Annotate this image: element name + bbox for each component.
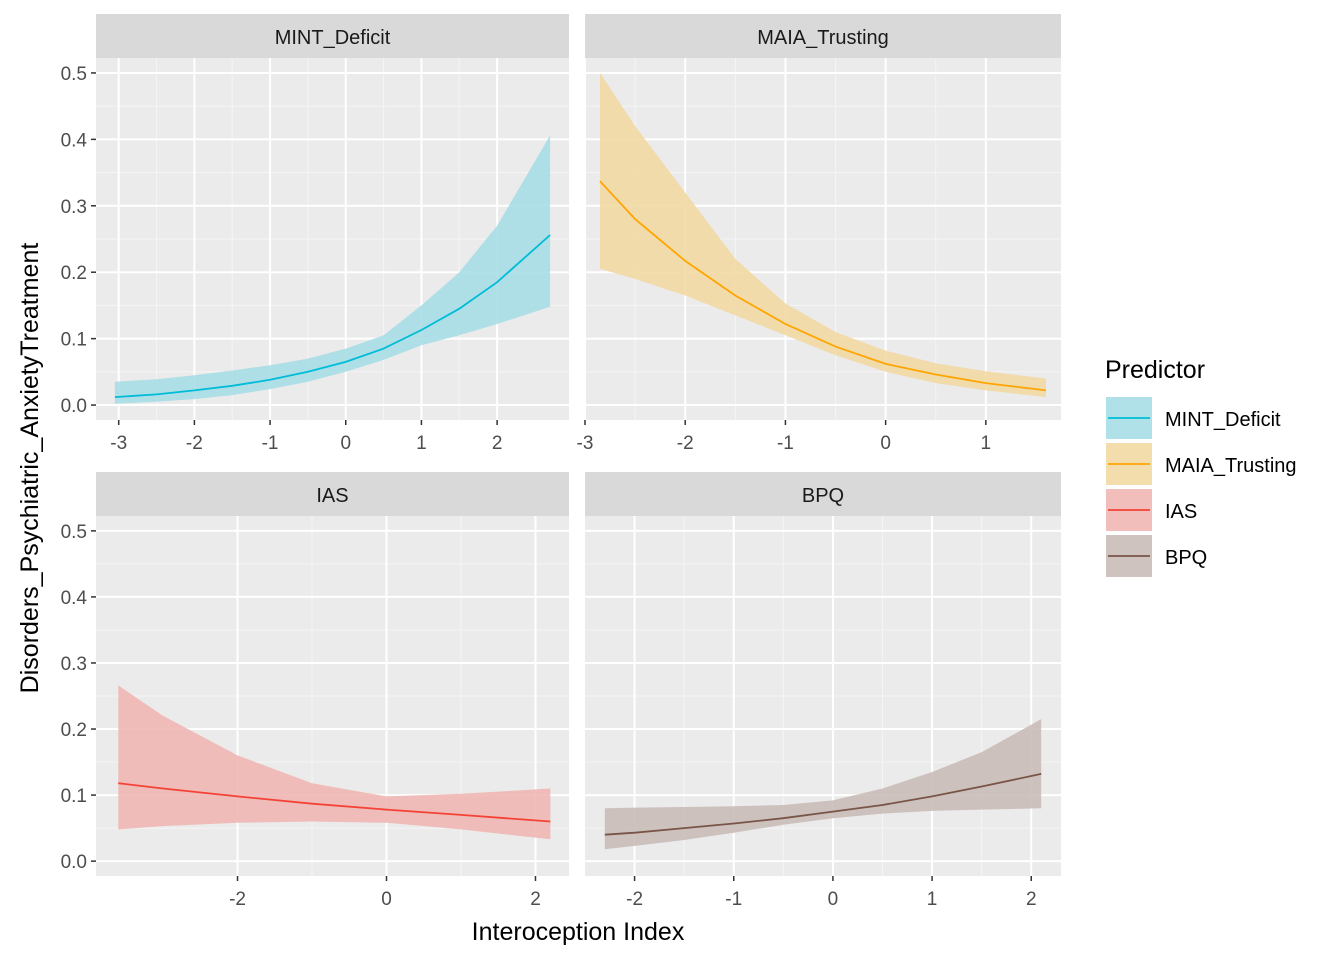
facet-strip-label: IAS (316, 485, 348, 507)
confidence-band (600, 72, 1046, 398)
x-tick-label: 0 (880, 433, 891, 454)
y-axis-title: Disorders_Psychiatric_AnxietyTreatment (16, 243, 44, 694)
panel-bpq: BPQ -2 -1 0 1 2 (585, 472, 1061, 910)
x-tick-label: 1 (416, 433, 427, 454)
y-tick-label: 0.5 (61, 64, 87, 85)
facet-strip (96, 472, 569, 516)
fitted-line (118, 782, 551, 823)
facet-strip (585, 472, 1061, 516)
fitted-line (604, 773, 1042, 836)
legend-item-ias: IAS (1106, 489, 1197, 531)
x-axis-title: Interoception Index (472, 918, 685, 946)
y-tick-label: 0.3 (61, 654, 87, 675)
legend-item-label: BPQ (1165, 547, 1207, 569)
x-tick-label: -1 (777, 433, 794, 454)
y-tick-label: 0.4 (61, 588, 88, 609)
x-tick-label: 1 (981, 433, 992, 454)
y-tick-label: 0.2 (61, 263, 87, 284)
facet-strip (96, 14, 569, 58)
legend-item-label: MAIA_Trusting (1165, 455, 1297, 477)
x-tick-label: -3 (110, 433, 127, 454)
x-tick-label: 0 (828, 889, 839, 910)
fitted-line (114, 234, 551, 398)
panel-mint-deficit: MINT_Deficit 0.0 0.1 0.2 0.3 0.4 0.5 -3 -2 -1 0 1 2 (61, 14, 569, 454)
legend-item-label: MINT_Deficit (1165, 409, 1281, 431)
confidence-band (114, 135, 551, 404)
facet-strip-label: BPQ (802, 485, 844, 507)
x-tick-label: -1 (262, 433, 279, 454)
x-tick-label: 2 (530, 889, 541, 910)
x-tick-label: -3 (577, 433, 594, 454)
legend-item-label: IAS (1165, 501, 1197, 523)
facet-strip-label: MINT_Deficit (275, 27, 391, 49)
panel-maia-trusting: MAIA_Trusting -3 -2 -1 0 1 (577, 14, 1061, 454)
x-tick-label: 2 (1026, 889, 1037, 910)
legend-item-maia-trusting: MAIA_Trusting (1106, 443, 1297, 485)
confidence-band (118, 685, 551, 840)
y-tick-label: 0.4 (61, 130, 88, 151)
x-tick-label: 2 (492, 433, 503, 454)
y-tick-label: 0.1 (61, 330, 87, 351)
x-tick-label: -2 (229, 889, 246, 910)
y-tick-label: 0.3 (61, 197, 87, 218)
y-tick-label: 0.5 (61, 522, 87, 543)
confidence-band (604, 719, 1042, 850)
x-tick-label: -2 (186, 433, 203, 454)
facet-strip (585, 14, 1061, 58)
y-tick-label: 0.1 (61, 786, 87, 807)
x-tick-label: -2 (677, 433, 694, 454)
y-tick-label: 0.2 (61, 720, 87, 741)
legend-title: Predictor (1105, 356, 1205, 384)
x-tick-label: 0 (381, 889, 392, 910)
x-tick-label: 1 (927, 889, 938, 910)
y-tick-label: 0.0 (61, 396, 87, 417)
panel-ias: IAS 0.0 0.1 0.2 0.3 0.4 0.5 -2 0 2 (61, 472, 569, 910)
x-tick-label: -2 (626, 889, 643, 910)
legend: Predictor MINT_Deficit MAIA_Trusting IAS BP… (1105, 356, 1297, 577)
legend-item-mint-deficit: MINT_Deficit (1106, 397, 1281, 439)
fitted-line (599, 180, 1047, 392)
legend-items: MINT_Deficit MAIA_Trusting IAS BPQ (1106, 397, 1297, 577)
facet-strip-label: MAIA_Trusting (757, 27, 889, 49)
y-tick-label: 0.0 (61, 852, 87, 873)
x-tick-label: -1 (725, 889, 742, 910)
x-tick-label: 0 (340, 433, 351, 454)
legend-item-bpq: BPQ (1106, 535, 1207, 577)
